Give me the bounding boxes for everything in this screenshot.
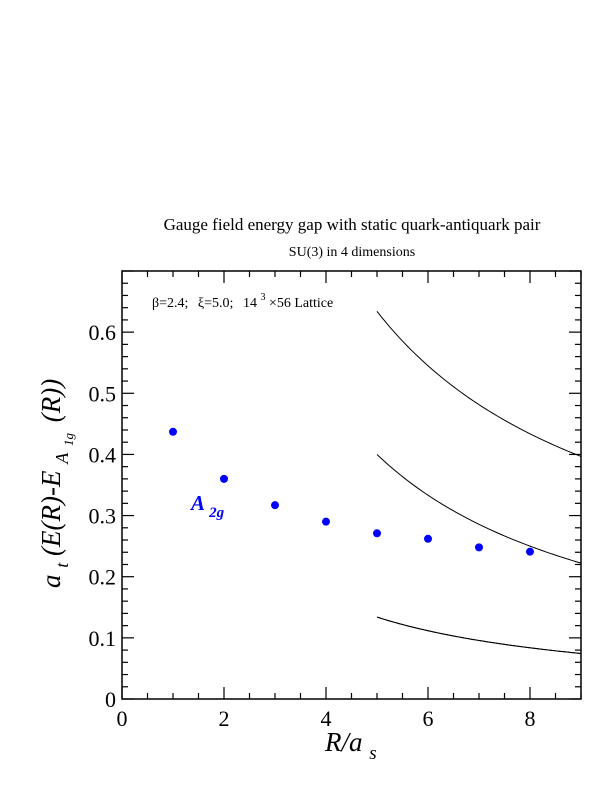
data-point <box>475 543 483 552</box>
reference-curve <box>376 616 582 654</box>
data-point <box>373 529 381 538</box>
axis-tick-labels: 0 2 4 6 8 0 0.1 0.2 0.3 0.4 0.5 0.6 <box>89 320 536 731</box>
y-axis-label-sub-1g: 1g <box>61 433 76 447</box>
series-label: A 2g <box>189 491 225 521</box>
y-axis-label-suffix: (R)) <box>36 379 66 422</box>
y-tick-label: 0 <box>105 687 116 712</box>
y-tick-label: 0.5 <box>89 381 117 406</box>
chart-title: Gauge field energy gap with static quark… <box>164 215 541 234</box>
axis-ticks <box>121 270 582 700</box>
xi-value: ξ=5.0; <box>198 296 234 311</box>
y-axis-label-prefix: a <box>36 575 66 589</box>
x-axis-label: R/a s <box>324 727 377 764</box>
data-point <box>322 517 330 526</box>
y-axis-label: a t (E(R)-E A 1g (R)) <box>36 379 79 588</box>
data-point <box>526 547 534 556</box>
x-tick-label: 2 <box>219 706 230 731</box>
x-tick-label: 4 <box>321 706 332 731</box>
chart-subtitle: SU(3) in 4 dimensions <box>289 245 415 260</box>
x-axis-label-main: R/a <box>324 727 363 757</box>
reference-curves <box>376 311 582 654</box>
lattice-rest: ×56 Lattice <box>269 296 333 311</box>
y-axis-label-middle: (E(R)-E <box>36 470 66 556</box>
y-tick-label: 0.4 <box>89 442 117 467</box>
data-points <box>169 427 534 556</box>
y-axis-label-sub-a: A <box>52 452 72 465</box>
data-point <box>220 474 228 483</box>
beta-value: β=2.4; <box>152 296 188 311</box>
x-axis-label-sub: s <box>369 743 376 764</box>
data-point <box>271 501 279 510</box>
plot-frame <box>121 270 582 700</box>
x-tick-label: 0 <box>117 706 128 731</box>
reference-curve <box>376 454 582 564</box>
lattice-exponent: 3 <box>260 292 265 303</box>
series-label-sub: 2g <box>208 505 225 521</box>
series-label-main: A <box>189 491 205 515</box>
data-point <box>169 427 177 436</box>
x-tick-label: 8 <box>525 706 536 731</box>
y-tick-label: 0.2 <box>89 565 117 590</box>
y-tick-label: 0.3 <box>89 504 117 529</box>
reference-curve <box>376 616 582 654</box>
y-tick-label: 0.1 <box>89 626 117 651</box>
data-point <box>424 534 432 543</box>
y-axis-label-sub-t: t <box>52 562 72 568</box>
lattice-base: 14 <box>243 296 257 311</box>
parameter-annotation: β=2.4; ξ=5.0; 14 3 ×56 Lattice <box>152 289 333 311</box>
reference-curve <box>376 311 582 457</box>
y-tick-label: 0.6 <box>89 320 117 345</box>
x-tick-label: 6 <box>423 706 434 731</box>
